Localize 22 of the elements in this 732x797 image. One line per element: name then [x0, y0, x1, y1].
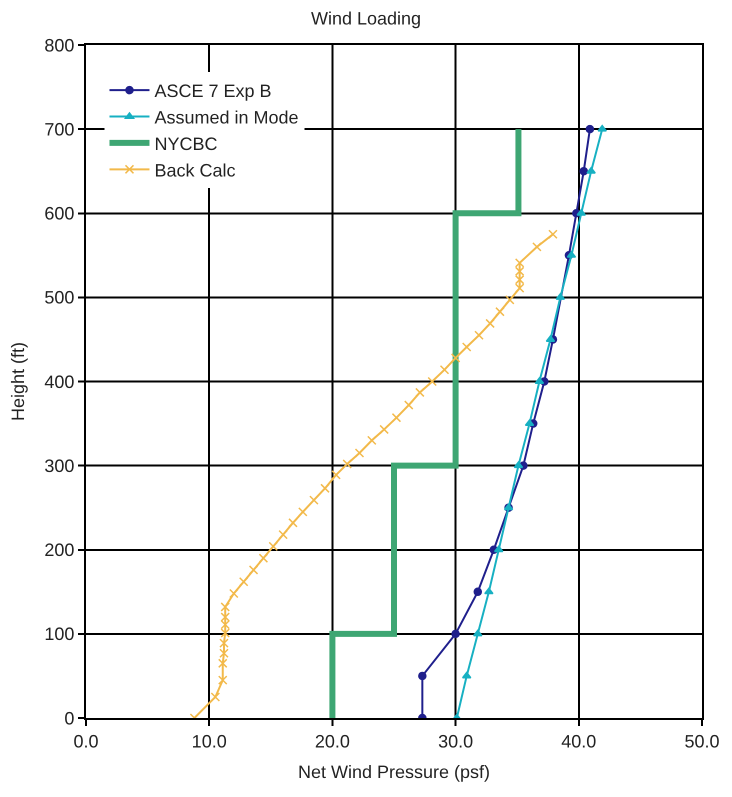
y-tick-label: 200	[44, 540, 74, 560]
legend-label: Back Calc	[154, 160, 236, 180]
legend-label: ASCE 7 Exp B	[154, 81, 272, 102]
x-tick-label: 50.0	[684, 732, 720, 752]
legend-label: Assumed in Mode	[154, 108, 299, 128]
y-tick-label: 600	[44, 204, 74, 224]
y-tick-label: 300	[44, 456, 74, 476]
x-tick-label: 10.0	[192, 732, 227, 752]
y-tick-label: 400	[44, 372, 74, 392]
legend-label: NYCBC	[154, 134, 218, 154]
y-tick-label: 700	[44, 119, 74, 140]
x-axis-title: Net Wind Pressure (psf)	[298, 762, 490, 782]
y-tick-label: 800	[44, 35, 74, 56]
x-tick-label: 20.0	[314, 732, 350, 752]
x-tick-label: 30.0	[438, 732, 474, 752]
y-tick-label: 100	[44, 624, 74, 644]
y-tick-label: 500	[44, 288, 74, 308]
chart-title: Wind Loading	[310, 8, 422, 29]
y-tick-label: 0	[64, 708, 74, 728]
y-axis-title: Height (ft)	[8, 342, 28, 422]
x-tick-label: 0.0	[73, 732, 99, 752]
x-tick-label: 40.0	[561, 732, 596, 752]
